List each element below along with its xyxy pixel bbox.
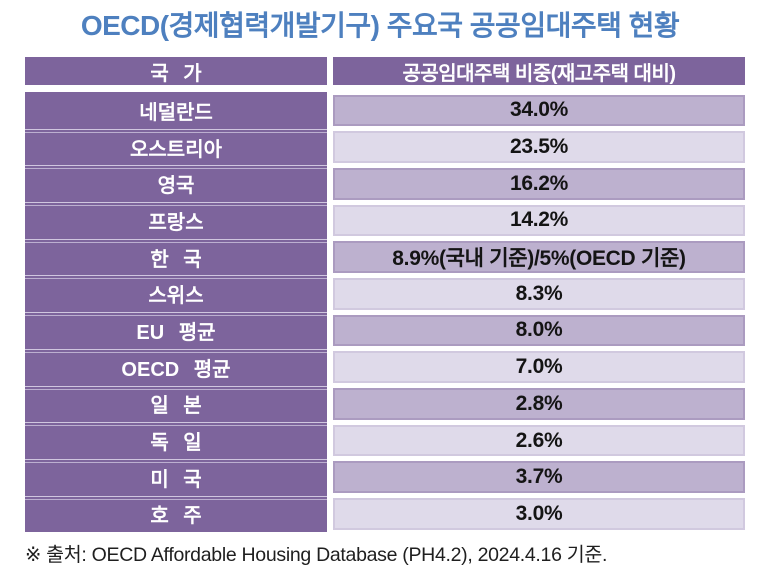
table-row: 프랑스 14.2% (25, 202, 745, 239)
page-title: OECD(경제협력개발기구) 주요국 공공임대주택 현황 (80, 10, 680, 41)
table-row: 호 주 3.0% (25, 495, 745, 533)
value-cell: 8.0% (333, 314, 745, 347)
country-cell: OECD 평균 (25, 348, 327, 386)
table-row: EU 평균 8.0% (25, 312, 745, 349)
value-cell: 14.2% (333, 204, 745, 237)
value-cell: 8.3% (333, 277, 745, 310)
value-cell: 3.7% (333, 461, 745, 494)
country-cell: 스위스 (25, 275, 327, 313)
table-row: 독 일 2.6% (25, 422, 745, 459)
value-cell: 7.0% (333, 351, 745, 383)
country-cell: 네덜란드 (25, 92, 327, 129)
table-row: 스위스 8.3% (25, 275, 745, 313)
value-cell: 3.0% (333, 498, 745, 530)
country-cell: 독 일 (25, 422, 327, 459)
value-cell: 2.8% (333, 388, 745, 420)
country-cell: 오스트리아 (25, 128, 327, 166)
country-cell: 호 주 (25, 495, 327, 533)
value-cell: 8.9%(국내 기준)/5%(OECD 기준) (333, 241, 745, 273)
housing-table: 국 가 공공임대주택 비중(재고주택 대비) 네덜란드 34.0% 오스트리아 … (25, 57, 745, 533)
value-cell: 2.6% (333, 424, 745, 457)
country-cell: 미 국 (25, 458, 327, 496)
table-header-row: 국 가 공공임대주택 비중(재고주택 대비) (25, 57, 745, 85)
table-row: 일 본 2.8% (25, 385, 745, 423)
table-row: OECD 평균 7.0% (25, 348, 745, 386)
table-row: 한 국 8.9%(국내 기준)/5%(OECD 기준) (25, 238, 745, 276)
country-cell: 일 본 (25, 385, 327, 423)
value-cell: 16.2% (333, 167, 745, 200)
source-footnote: ※ 출처: OECD Affordable Housing Database (… (25, 544, 608, 566)
header-cell-value: 공공임대주택 비중(재고주택 대비) (333, 57, 745, 85)
country-cell: EU 평균 (25, 312, 327, 349)
value-cell: 23.5% (333, 131, 745, 163)
table-row: 영국 16.2% (25, 165, 745, 203)
country-cell: 프랑스 (25, 202, 327, 239)
value-cell: 34.0% (333, 94, 745, 127)
table-row: 미 국 3.7% (25, 458, 745, 496)
country-cell: 영국 (25, 165, 327, 203)
country-cell: 한 국 (25, 238, 327, 276)
table-row: 네덜란드 34.0% (25, 92, 745, 129)
table-row: 오스트리아 23.5% (25, 128, 745, 166)
header-cell-country: 국 가 (25, 57, 327, 85)
